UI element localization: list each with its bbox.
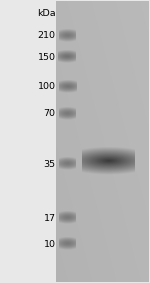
Text: 10: 10 (44, 240, 56, 249)
Text: 35: 35 (44, 160, 56, 169)
Text: 70: 70 (44, 109, 56, 118)
Text: 100: 100 (38, 82, 56, 91)
Text: 210: 210 (38, 31, 56, 40)
Text: 17: 17 (44, 214, 56, 223)
Text: 150: 150 (38, 53, 56, 61)
Text: kDa: kDa (37, 9, 56, 18)
